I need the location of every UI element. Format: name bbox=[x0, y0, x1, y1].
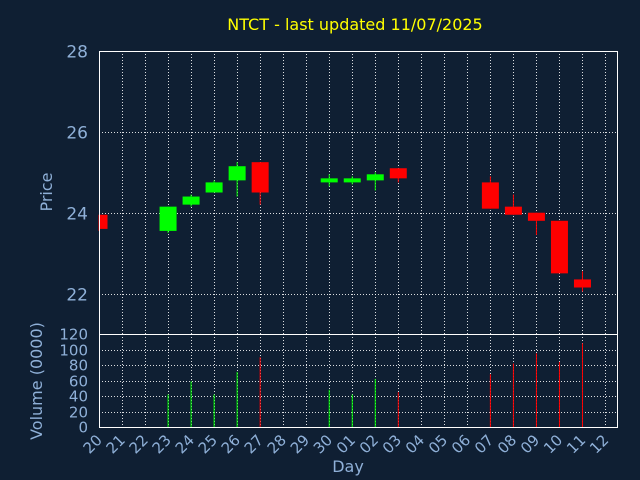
candle-body bbox=[527, 212, 545, 221]
volume-tick-label: 120 bbox=[59, 326, 88, 344]
candle-body bbox=[251, 162, 269, 193]
price-tick-label: 24 bbox=[66, 205, 88, 225]
volume-tick-label: 20 bbox=[69, 404, 88, 422]
volume-tick-label: 0 bbox=[78, 419, 88, 437]
candle-body bbox=[343, 178, 361, 183]
candle-body bbox=[550, 220, 568, 274]
candle-body bbox=[205, 182, 223, 193]
volume-tick-label: 60 bbox=[69, 373, 88, 391]
price-axis-label: Price bbox=[37, 172, 56, 211]
x-axis-label: Day bbox=[332, 457, 364, 476]
x-tick-label: 12 bbox=[586, 431, 612, 457]
price-grid bbox=[99, 51, 617, 334]
price-tick-label: 28 bbox=[66, 43, 88, 63]
price-frame bbox=[99, 51, 618, 335]
candle-body bbox=[320, 178, 338, 183]
candle-body bbox=[228, 166, 246, 181]
candle-body bbox=[159, 206, 177, 231]
price-tick-label: 22 bbox=[66, 286, 88, 306]
candle-body bbox=[481, 182, 499, 209]
candle-body bbox=[366, 174, 384, 181]
volume-grid bbox=[99, 334, 617, 427]
candle-body bbox=[389, 168, 407, 179]
x-tick-labels: 2021222324252627282930010203040506070809… bbox=[80, 431, 613, 457]
price-tick-label: 26 bbox=[66, 124, 88, 144]
volume-tick-label: 80 bbox=[69, 357, 88, 375]
volume-bars bbox=[167, 343, 583, 427]
plot-frames bbox=[99, 51, 618, 428]
candle-body bbox=[573, 279, 591, 288]
chart-title: NTCT - last updated 11/07/2025 bbox=[227, 15, 482, 34]
candle-body bbox=[504, 206, 522, 215]
candles bbox=[98, 162, 591, 292]
candle-body bbox=[99, 214, 108, 229]
volume-axis-label: Volume (0000) bbox=[27, 322, 46, 440]
candle-body bbox=[182, 196, 200, 205]
volume-frame bbox=[99, 334, 618, 428]
volume-tick-label: 100 bbox=[59, 342, 88, 360]
volume-tick-label: 40 bbox=[69, 388, 88, 406]
price-tick-labels: 22 24 26 28 bbox=[66, 43, 88, 306]
